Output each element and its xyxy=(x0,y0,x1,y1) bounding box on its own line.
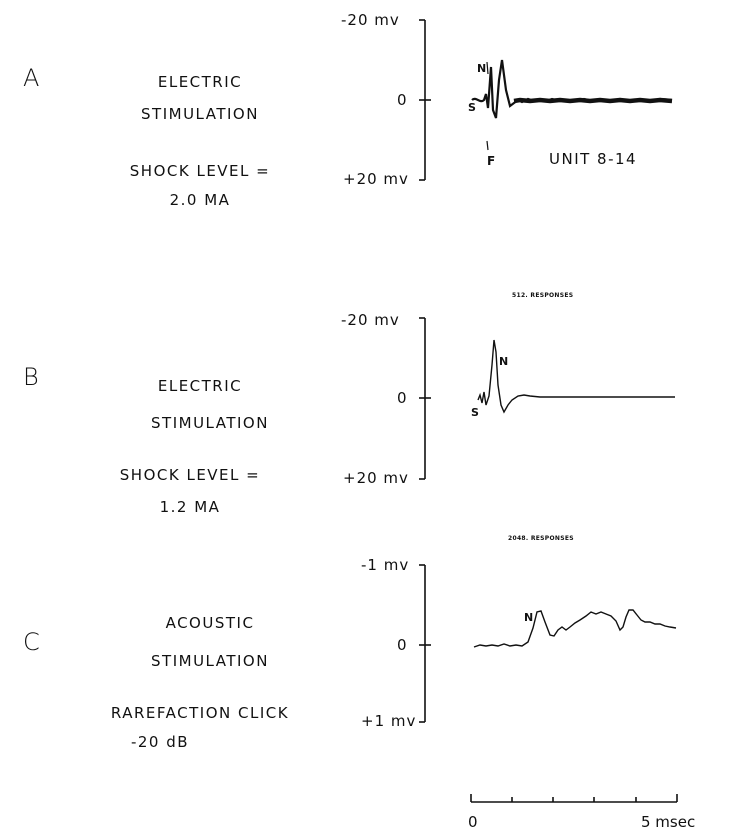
panel-a-marker-f: F xyxy=(487,154,496,168)
panel-c-waveform xyxy=(473,609,677,648)
panel-c-letter: C xyxy=(23,628,40,656)
time-axis-start-label: 0 xyxy=(468,813,479,831)
panel-a-axis-bottom-label: +20 mv xyxy=(343,170,409,188)
panel-a-unit-label: UNIT 8-14 xyxy=(549,150,638,168)
panel-a-param-line2: 2.0 MA xyxy=(169,191,231,209)
panel-a-param-line1: SHOCK LEVEL = xyxy=(129,162,271,180)
panel-a-scale-bar xyxy=(419,19,431,181)
panel-c-marker-n: N xyxy=(524,611,534,624)
panel-b-param-line1: SHOCK LEVEL = xyxy=(119,466,261,484)
panel-a-waveform xyxy=(471,59,673,151)
time-axis-end-label: 5 msec xyxy=(641,813,696,831)
panel-a-marker-n: N xyxy=(477,62,487,75)
panel-b-title-line2: STIMULATION xyxy=(151,414,269,432)
panel-b-marker-s: S xyxy=(471,406,479,419)
time-scale-bar xyxy=(470,794,678,803)
panel-c-title-line1: ACOUSTIC xyxy=(165,614,255,632)
panel-a-letter: A xyxy=(23,64,40,92)
panel-b-title-line1: ELECTRIC xyxy=(157,377,243,395)
panel-a-title-line1: ELECTRIC xyxy=(157,73,243,91)
panel-c-param-line1: RAREFACTION CLICK xyxy=(110,704,290,722)
panel-b-axis-bottom-label: +20 mv xyxy=(343,469,409,487)
panel-b-waveform xyxy=(477,339,675,414)
panel-b-axis-top-label: -20 mv xyxy=(341,311,400,329)
panel-b-letter: B xyxy=(23,363,39,391)
panel-c-axis-top-label: -1 mv xyxy=(361,556,410,574)
panel-a-title-line2: STIMULATION xyxy=(141,105,259,123)
panel-b-param-line2: 1.2 MA xyxy=(159,498,221,516)
panel-c-param-line2: -20 dB xyxy=(130,733,190,751)
panel-c-scale-bar xyxy=(419,564,431,723)
panel-b-responses-label: 512. RESPONSES xyxy=(512,292,574,299)
panel-c-title-line2: STIMULATION xyxy=(151,652,269,670)
panel-c-axis-mid-label: 0 xyxy=(397,636,408,654)
panel-a-marker-s: S xyxy=(468,101,476,114)
panel-c-axis-bottom-label: +1 mv xyxy=(361,712,417,730)
panel-a-axis-mid-label: 0 xyxy=(397,91,408,109)
panel-b-marker-n: N xyxy=(499,355,509,368)
panel-a-axis-top-label: -20 mv xyxy=(341,11,400,29)
panel-b-scale-bar xyxy=(419,317,431,480)
panel-c-responses-label: 2048. RESPONSES xyxy=(508,535,574,542)
panel-b-axis-mid-label: 0 xyxy=(397,389,408,407)
